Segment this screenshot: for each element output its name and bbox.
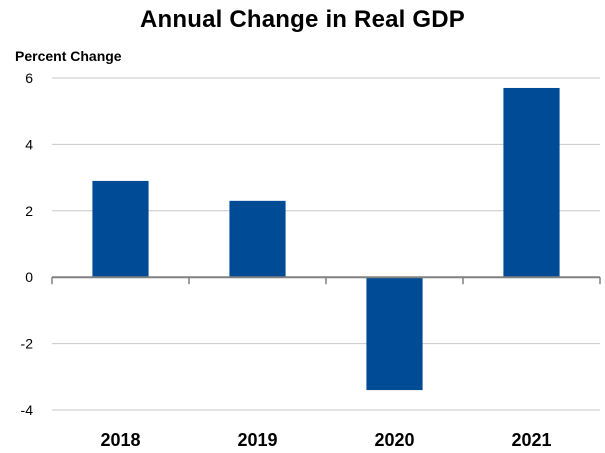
y-tick-label: 2: [25, 203, 33, 219]
x-category-label: 2021: [511, 430, 551, 450]
x-category-label: 2018: [100, 430, 140, 450]
bar: [503, 87, 560, 278]
bar: [229, 200, 286, 278]
y-tick-label: 6: [25, 70, 33, 86]
y-tick-label: 4: [25, 136, 33, 152]
x-category-label: 2020: [374, 430, 414, 450]
chart-title: Annual Change in Real GDP: [139, 6, 466, 33]
bar: [92, 180, 149, 278]
y-tick-label: -4: [21, 402, 34, 418]
bar: [366, 277, 423, 391]
y-axis-label: Percent Change: [15, 48, 122, 64]
y-tick-label: 0: [25, 269, 33, 285]
x-category-label: 2019: [237, 430, 277, 450]
y-tick-label: -2: [21, 336, 34, 352]
